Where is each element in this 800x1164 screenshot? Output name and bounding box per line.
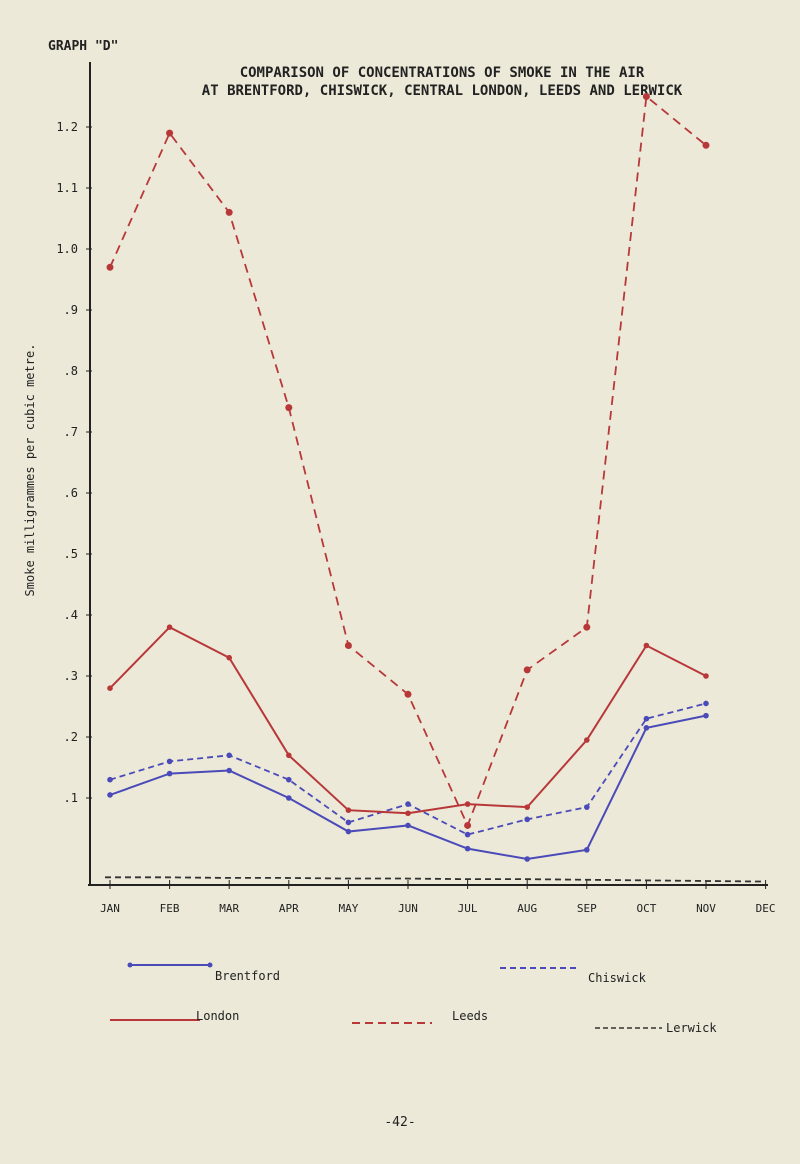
data-point-brentford [107,792,113,798]
data-point-chiswick [166,758,173,765]
data-point-london [286,752,292,759]
data-point-brentford [345,828,352,835]
y-axis-label: Smoke milligrammes per cubic metre. [23,344,37,597]
y-tick-label: .1 [64,791,78,805]
data-point-leeds [285,404,293,412]
series-line-brentford [109,714,707,861]
data-point-chiswick [107,776,113,783]
x-tick-label: APR [279,902,299,915]
y-tick-label: .5 [64,547,78,561]
legend-item-leeds: Leeds [352,1009,488,1024]
data-point-chiswick [226,752,232,759]
data-point-brentford [405,822,411,829]
x-tick-label: FEB [160,902,180,915]
y-tick-label: .6 [64,486,78,500]
x-tick-label: SEP [577,902,597,915]
x-tick-label: AUG [517,902,537,915]
data-point-leeds [523,666,531,674]
legend-label-leeds: Leeds [452,1009,488,1023]
data-point-brentford [464,845,471,852]
series-line-london [109,625,707,815]
y-tick-label: .9 [64,303,78,317]
data-point-london [226,654,232,661]
data-point-leeds [642,93,650,100]
data-point-chiswick [524,816,530,823]
data-point-leeds [702,141,710,149]
data-point-chiswick [703,700,709,707]
legend-label-london: London [196,1009,239,1023]
data-point-brentford [643,725,650,731]
x-tick-label: MAY [338,902,358,915]
data-point-london [107,685,113,691]
y-tick-label: 1.0 [56,242,78,256]
legend-label-chiswick: Chiswick [588,971,647,985]
legend: Brentford Chiswick London Leeds Lerwick [110,962,717,1035]
legend-item-lerwick: Lerwick [595,1021,717,1035]
data-point-leeds [464,821,472,829]
series-line-lerwick [105,876,766,883]
data-point-chiswick [464,831,471,838]
x-tick-label: JUL [458,902,478,915]
x-tick-label: JUN [398,902,418,915]
data-point-leeds [166,129,174,137]
y-tick-label: 1.2 [56,120,78,134]
data-point-chiswick [584,804,590,810]
legend-item-brentford: Brentford [127,962,280,983]
x-tick-label: DEC [756,902,776,915]
y-tick-label: 1.1 [56,181,78,195]
legend-label-brentford: Brentford [215,969,280,983]
data-point-london [464,801,471,807]
chart-title: COMPARISON OF CONCENTRATIONS OF SMOKE IN… [240,65,645,81]
data-point-brentford [226,767,232,774]
data-point-brentford [584,847,590,853]
page-number: -42- [384,1115,415,1130]
data-point-brentford [703,712,709,719]
data-point-brentford [166,770,173,777]
data-point-brentford [524,856,530,862]
data-point-leeds [106,263,114,271]
x-tick-label: NOV [696,902,716,915]
data-point-leeds [344,642,352,649]
legend-item-london: London [110,1009,239,1023]
data-point-leeds [225,208,233,216]
y-tick-label: .4 [64,608,78,622]
y-tick-label: .3 [64,669,78,683]
legend-item-chiswick: Chiswick [500,967,647,985]
data-point-london [166,624,173,630]
chart-subtitle: AT BRENTFORD, CHISWICK, CENTRAL LONDON, … [202,83,683,99]
data-point-london [584,737,590,743]
data-point-chiswick [286,776,292,783]
x-tick-label: MAR [219,902,239,915]
series-line-leeds [109,94,707,828]
data-point-chiswick [643,715,650,722]
data-point-leeds [404,690,412,698]
y-tick-label: .8 [64,364,78,378]
data-point-london [524,804,530,810]
data-point-brentford [286,795,292,801]
data-point-leeds [583,623,591,631]
x-tick-label: OCT [636,902,656,915]
data-point-chiswick [405,801,411,807]
data-point-london [703,673,709,679]
data-point-london [345,807,352,813]
data-point-london [405,810,411,817]
data-point-london [643,642,650,649]
legend-label-lerwick: Lerwick [666,1021,717,1035]
y-tick-label: .7 [64,425,78,439]
data-point-chiswick [345,819,352,826]
x-tick-label: JAN [100,902,120,915]
graph-label: GRAPH "D" [48,39,118,54]
y-tick-label: .2 [64,730,78,744]
